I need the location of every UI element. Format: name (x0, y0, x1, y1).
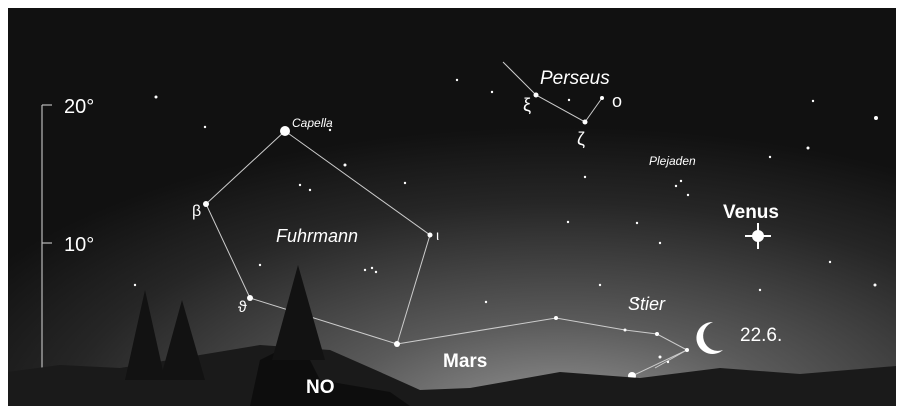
sky-map: 20° 10° Capella Pe (0, 0, 903, 410)
star-label: o (612, 91, 622, 111)
star-label: ζ (577, 129, 585, 149)
star-label: ξ (523, 95, 531, 115)
star-label: Capella (292, 116, 333, 130)
constellation-label: Stier (628, 294, 666, 314)
page: 20° 10° Capella Pe (0, 0, 903, 410)
star-label: Plejaden (649, 154, 696, 168)
direction-label: NO (306, 377, 335, 398)
scale-label: 20° (64, 96, 94, 118)
planet-label: Venus (723, 202, 779, 223)
constellation-label: Fuhrmann (276, 226, 358, 246)
star-label: ι (436, 227, 439, 243)
scale-label: 10° (64, 234, 94, 256)
star-label: ϑ (238, 299, 247, 316)
date-label: 22.6. (740, 325, 782, 346)
constellation-label: Perseus (540, 68, 610, 89)
star-label: β (192, 203, 201, 220)
planet-label: Mars (443, 351, 487, 372)
